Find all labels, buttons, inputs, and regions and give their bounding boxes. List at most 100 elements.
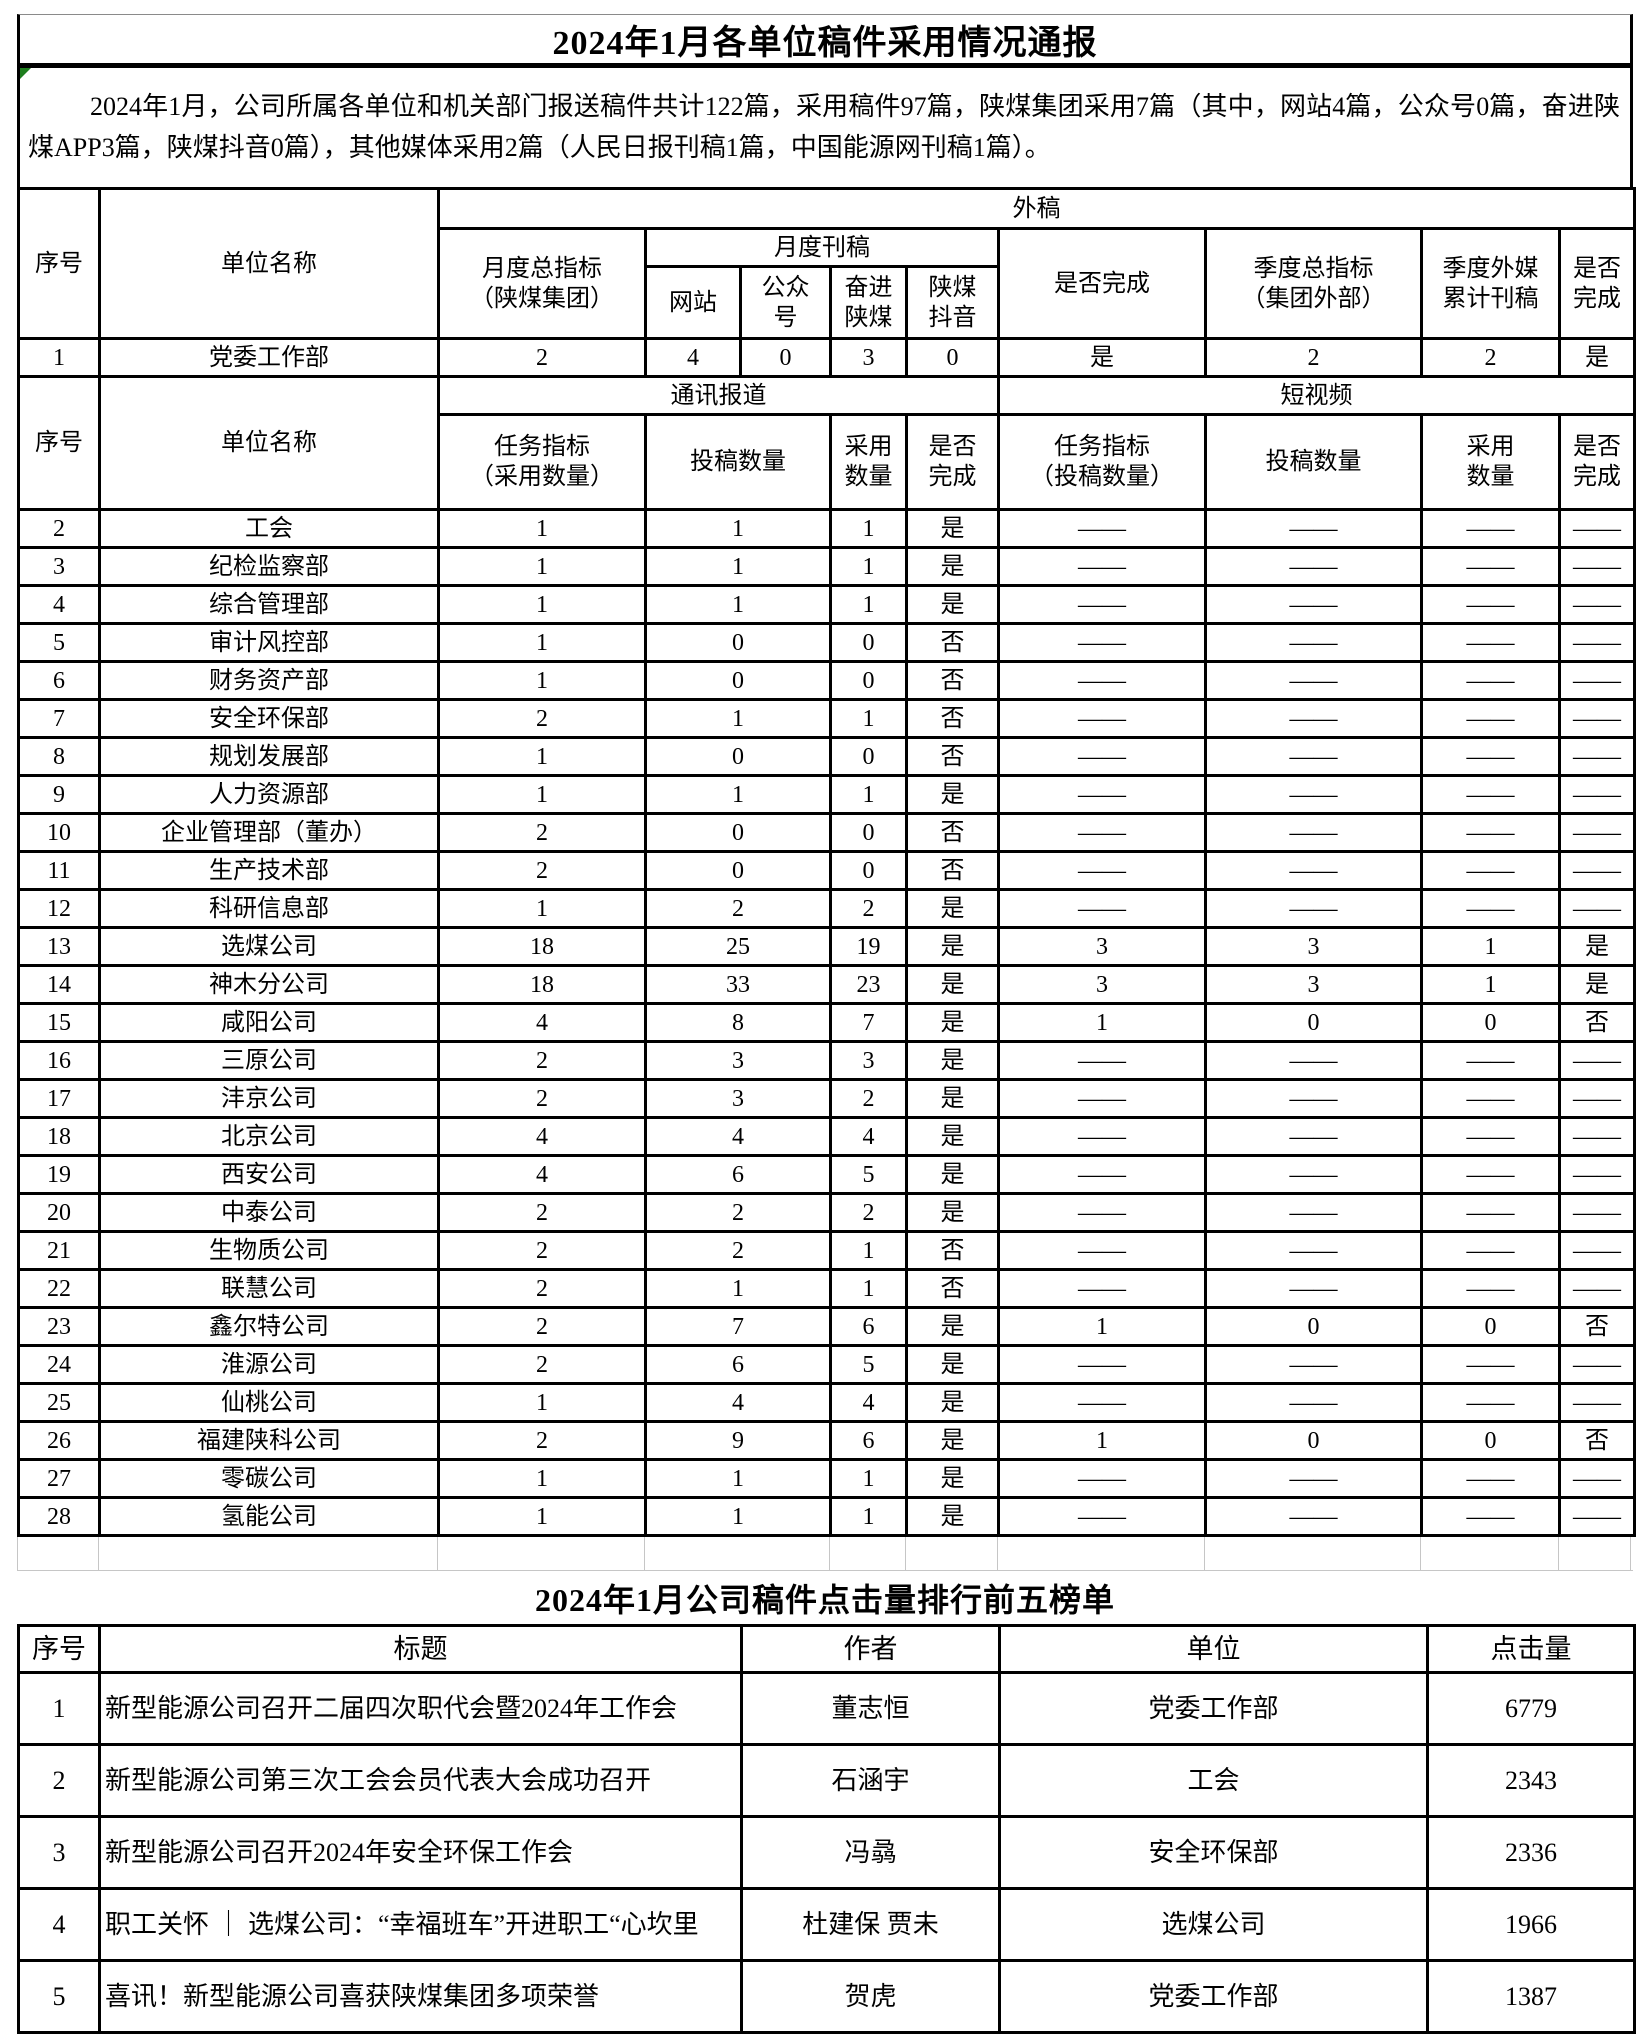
- table-row: 3 纪检监察部 1 1 1 是 —— —— —— ——: [17, 546, 1637, 587]
- table-row: 5 喜讯！新型能源公司喜获陕煤集团多项荣誉 贺虎 党委工作部 1387: [17, 1959, 1636, 2034]
- cell: ——: [1557, 508, 1637, 549]
- report-title-band: 2024年1月各单位稿件采用情况通报: [17, 14, 1633, 63]
- cell: 0: [644, 660, 832, 701]
- cell: 14: [17, 964, 101, 1005]
- cell: 石涵宇: [740, 1743, 1001, 1818]
- cell: 是: [905, 1116, 1000, 1157]
- cell: 2: [437, 1268, 647, 1309]
- cell: ——: [1557, 1192, 1637, 1233]
- cell: 0: [1204, 1306, 1423, 1347]
- submission-stats-table: 序号 单位名称 外稿 月度总指标 （陕煤集团） 月度刊稿 是否完成 季度总指标 …: [17, 187, 1637, 1537]
- cell: 1: [829, 1230, 908, 1271]
- cell: 党委工作部: [998, 1671, 1429, 1746]
- cell: 1: [997, 1420, 1207, 1461]
- cell: ——: [1204, 1192, 1423, 1233]
- cell: ——: [1420, 1154, 1561, 1195]
- cell: 1: [437, 736, 647, 777]
- cell: 人力资源部: [98, 774, 440, 815]
- cell: 2: [17, 1743, 101, 1818]
- cell: 4: [17, 584, 101, 625]
- cell: 仙桃公司: [98, 1382, 440, 1423]
- cell: ——: [1420, 1458, 1561, 1499]
- cell: 5: [17, 1959, 101, 2034]
- cell: 20: [17, 1192, 101, 1233]
- cell: 1: [437, 1382, 647, 1423]
- table-row: 6 财务资产部 1 0 0 否 —— —— —— ——: [17, 660, 1637, 701]
- cell: ——: [1420, 508, 1561, 549]
- cell: ——: [997, 546, 1207, 587]
- cell: 2: [644, 1192, 832, 1233]
- cell: ——: [1420, 698, 1561, 739]
- cell: 是: [905, 1002, 1000, 1043]
- col-header-submitted-2: 投稿数量: [1204, 413, 1423, 511]
- cell: ——: [997, 508, 1207, 549]
- cell: 1: [437, 508, 647, 549]
- cell: 1: [437, 584, 647, 625]
- cell: 4: [644, 337, 742, 378]
- cell: ——: [1557, 1116, 1637, 1157]
- table-row: 9 人力资源部 1 1 1 是 —— —— —— ——: [17, 774, 1637, 815]
- cell: 财务资产部: [98, 660, 440, 701]
- cell: 0: [739, 337, 832, 378]
- cell: 0: [1204, 1420, 1423, 1461]
- cell: 选煤公司: [998, 1887, 1429, 1962]
- cell: ——: [997, 736, 1207, 777]
- cell: ——: [1420, 1496, 1561, 1537]
- cell: ——: [1420, 1344, 1561, 1385]
- table-row: 26 福建陕科公司 2 9 6 是 1 0 0 否: [17, 1420, 1637, 1461]
- cell: 新型能源公司第三次工会会员代表大会成功召开: [98, 1743, 743, 1818]
- cell: ——: [1420, 1192, 1561, 1233]
- ranking-title: 2024年1月公司稿件点击量排行前五榜单: [534, 1581, 1115, 1618]
- cell: 2: [437, 1230, 647, 1271]
- group-header-duanshipin: 短视频: [996, 375, 1637, 416]
- cell: 科研信息部: [98, 888, 440, 929]
- cell: 3: [829, 1040, 908, 1081]
- gridline: [997, 1537, 998, 1570]
- cell: 是: [905, 1040, 1000, 1081]
- cell: 1: [829, 584, 908, 625]
- cell: ——: [1204, 660, 1423, 701]
- cell: 0: [829, 660, 908, 701]
- cell: 2: [437, 850, 647, 891]
- col-header-completed-2: 是否 完成: [1557, 227, 1637, 340]
- cell: 是: [905, 1420, 1000, 1461]
- cell: ——: [997, 812, 1207, 853]
- intro-paragraph: 2024年1月，公司所属各单位和机关部门报送稿件共计122篇，采用稿件97篇，陕…: [28, 92, 1620, 162]
- gridline: [98, 1537, 99, 1570]
- cell: ——: [997, 888, 1207, 929]
- cell: ——: [997, 1154, 1207, 1195]
- cell: 0: [829, 812, 908, 853]
- cell: 1: [1420, 926, 1561, 967]
- cell: 是: [905, 1344, 1000, 1385]
- cell: ——: [1557, 622, 1637, 663]
- cell: 4: [829, 1116, 908, 1157]
- cell: 2: [437, 1306, 647, 1347]
- cell: 是: [905, 508, 1000, 549]
- table-row: 2 新型能源公司第三次工会会员代表大会成功召开 石涵宇 工会 2343: [17, 1743, 1636, 1818]
- cell: 2: [437, 1192, 647, 1233]
- cell: 党委工作部: [98, 337, 440, 378]
- cell: 9: [17, 774, 101, 815]
- table-row: 19 西安公司 4 6 5 是 —— —— —— ——: [17, 1154, 1637, 1195]
- cell: 2: [1420, 337, 1561, 378]
- cell: 工会: [998, 1743, 1429, 1818]
- cell: 1: [17, 1671, 101, 1746]
- cell: ——: [1204, 584, 1423, 625]
- cell: 4: [437, 1002, 647, 1043]
- cell: 1: [644, 1458, 832, 1499]
- cell: 神木分公司: [98, 964, 440, 1005]
- cell: 喜讯！新型能源公司喜获陕煤集团多项荣誉: [98, 1959, 743, 2034]
- group-header-waigao: 外稿: [436, 187, 1637, 230]
- table-row: 14 神木分公司 18 33 23 是 3 3 1 是: [17, 964, 1637, 1005]
- cell: ——: [997, 622, 1207, 663]
- cell: ——: [1204, 1496, 1423, 1537]
- cell: 是: [905, 926, 1000, 967]
- cell: ——: [1204, 1344, 1423, 1385]
- cell: 7: [644, 1306, 832, 1347]
- intro-cell: 2024年1月，公司所属各单位和机关部门报送稿件共计122篇，采用稿件97篇，陕…: [17, 63, 1633, 187]
- cell: 0: [829, 736, 908, 777]
- cell: 鑫尔特公司: [98, 1306, 440, 1347]
- col-header-danwei: 单位名称: [98, 187, 440, 340]
- col-header-website: 网站: [644, 265, 742, 340]
